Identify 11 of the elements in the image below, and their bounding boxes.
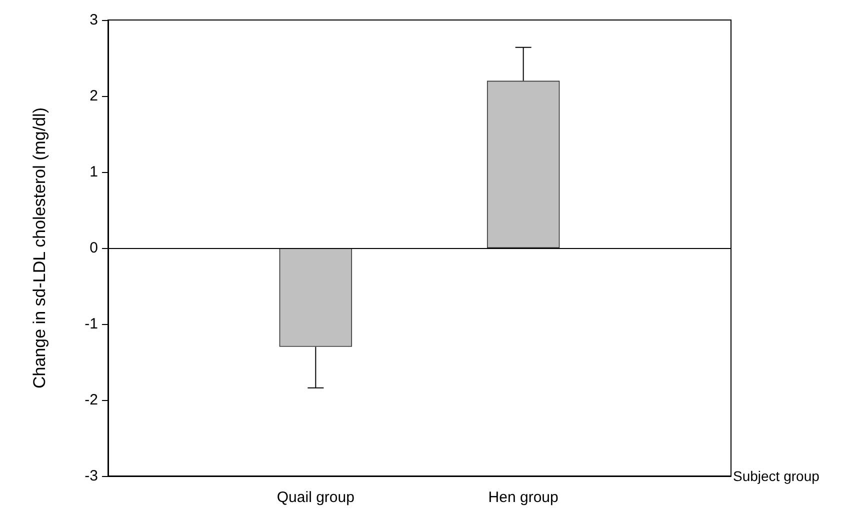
y-tick-label: 1 bbox=[90, 164, 98, 180]
y-tick-label: 2 bbox=[90, 88, 98, 104]
y-tick-label: 3 bbox=[90, 12, 98, 28]
y-tick-label: 0 bbox=[90, 240, 98, 256]
y-tick-label: -3 bbox=[84, 468, 98, 484]
x-tick-label: Quail group bbox=[276, 489, 354, 506]
y-tick-label: -2 bbox=[84, 392, 98, 408]
x-tick-label: Hen group bbox=[488, 489, 558, 506]
y-tick-label: -1 bbox=[84, 316, 98, 332]
x-axis-title: Subject group bbox=[733, 468, 820, 484]
y-axis-title: Change in sd-LDL cholesterol (mg/dl) bbox=[30, 108, 49, 388]
